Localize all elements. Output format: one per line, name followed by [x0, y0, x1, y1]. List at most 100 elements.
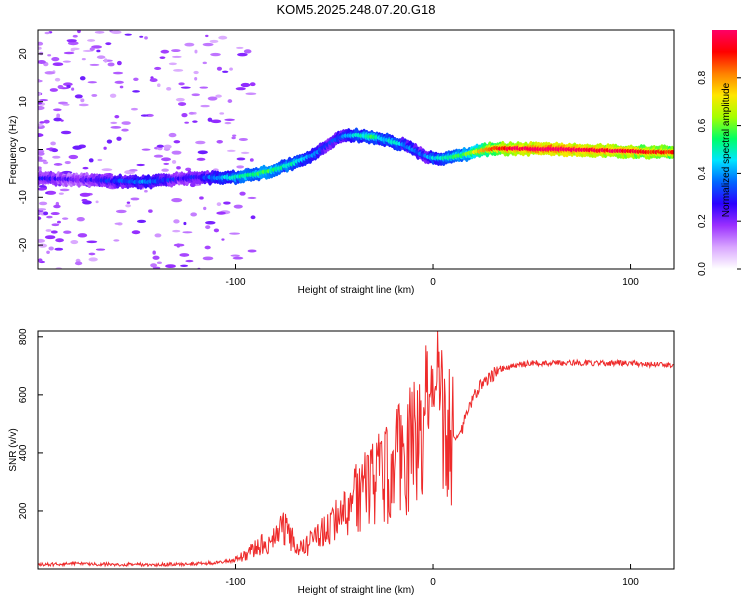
spectrogram-noise-blob [42, 161, 49, 165]
spectrogram-noise-blob [58, 192, 64, 195]
spectrogram-noise-blob [61, 170, 73, 175]
spectrogram-noise-blob [38, 105, 45, 111]
spectrogram-noise-blob [72, 34, 78, 38]
spectrogram-noise-blob [66, 39, 77, 43]
spectrogram-noise-blob [236, 46, 244, 49]
snr-x-ticks: -100 0 100 [226, 564, 639, 588]
spectrogram-noise-blob [156, 144, 164, 148]
snr-x-tick-label: 100 [622, 577, 639, 588]
spectrogram-noise-blob [95, 248, 106, 251]
spectrogram-noise-blob [141, 148, 151, 151]
spectrogram-noise-blob [38, 156, 43, 161]
spectrogram-noise-blob [70, 239, 79, 245]
spectrogram-noise-blob [46, 250, 50, 255]
spectrogram-noise-blob [184, 121, 189, 124]
spectrogram-noise-blob [53, 108, 62, 112]
spectrogram-y-tick-label: 10 [18, 96, 29, 108]
spectrogram-noise-blob [171, 159, 177, 164]
spectrogram-noise-blob [38, 92, 42, 96]
spectrogram-noise-blob [199, 196, 204, 200]
spectrogram-noise-blob [130, 197, 140, 201]
spectrogram-noise-blob [113, 239, 120, 242]
spectrogram-noise-blob [223, 201, 231, 205]
spectrogram-noise-blob [74, 94, 83, 99]
spectrogram-noise-blob [196, 157, 206, 161]
spectrogram-noise-blob [68, 154, 79, 160]
snr-y-ticks: 200 400 600 800 [18, 328, 43, 519]
spectrogram-noise-blob [221, 70, 229, 73]
spectrogram-noise-blob [125, 204, 132, 208]
spectrogram-noise-blob [62, 82, 73, 87]
spectrogram-noise-blob [116, 136, 122, 141]
spectrogram-noise-blob [38, 46, 42, 50]
spectrogram-noise-blob [105, 42, 112, 46]
spectrogram-noise-blob [48, 246, 54, 251]
spectrogram-noise-blob [195, 140, 206, 145]
colorbar-gradient [712, 30, 737, 269]
snr-y-tick-label: 200 [18, 502, 29, 519]
spectrogram-noise-blob [182, 231, 193, 234]
spectrogram-noise-blob [38, 99, 49, 102]
spectrogram-noise-blob [77, 30, 81, 34]
spectrogram-noise-blob [53, 204, 61, 209]
colorbar: 0.0 0.2 0.4 0.6 0.8 Normalized spectral ampl… [697, 30, 741, 276]
spectrogram-y-tick-label: -20 [18, 237, 29, 252]
spectrogram-noise-blob [62, 103, 70, 106]
spectrogram-noise-blob [243, 49, 252, 54]
spectrogram-noise-blob [188, 111, 195, 115]
spectrogram-noise-blob [119, 85, 124, 89]
spectrogram-noise-blob [129, 169, 138, 172]
spectrogram-noise-blob [43, 211, 49, 216]
spectrogram-noise-blob [47, 54, 52, 57]
spectrogram-noise-blob [104, 58, 108, 63]
spectrogram-noise-blob [183, 221, 187, 226]
spectrogram-y-label: Frequency (Hz) [8, 116, 19, 185]
spectrogram-noise-blob [89, 47, 95, 51]
spectrogram-noise-blob [49, 88, 58, 92]
spectrogram-noise-blob [87, 39, 96, 42]
spectrogram-noise-blob [180, 86, 191, 89]
spectrogram-noise-blob [116, 60, 122, 66]
spectrogram-noise-blob [60, 130, 72, 135]
spectrogram-noise-blob [202, 61, 207, 65]
spectrogram-noise-blob [230, 254, 240, 257]
spectrogram-noise-blob [139, 35, 144, 38]
spectrogram-noise-blob [173, 140, 181, 144]
spectrogram-noise-blob [144, 36, 148, 40]
spectrogram-noise-blob [194, 77, 198, 81]
spectrogram-noise-blob [111, 30, 122, 35]
spectrogram-noise-blob [175, 97, 185, 102]
spectrogram-noise-blob [115, 209, 127, 214]
colorbar-tick-label: 0.6 [697, 118, 708, 132]
spectrogram-noise-blob [106, 139, 113, 144]
spectrogram-noise-blob [165, 264, 176, 269]
spectrogram-noise-blob [160, 49, 170, 54]
snr-frame [37, 330, 675, 570]
spectrogram-noise-blob [153, 154, 164, 158]
spectrogram-noise-blob [70, 47, 80, 51]
spectrogram-noise-blob [38, 208, 47, 211]
spectrogram-noise-blob [82, 166, 89, 170]
spectrogram-noise-blob [43, 119, 50, 124]
spectrogram-noise-blob [202, 42, 214, 47]
spectrogram-noise-blob [45, 190, 57, 195]
spectrogram-noise-blob [88, 257, 98, 262]
spectrogram-noise-blob [172, 229, 181, 233]
spectrogram-noise-blob [103, 146, 107, 150]
spectrogram-noise-blob [176, 166, 181, 170]
spectrogram-noise-blob [250, 215, 256, 220]
spectrogram-noise-blob [207, 117, 213, 122]
spectrogram-noise-blob [216, 140, 223, 144]
spectrogram-noise-blob [44, 71, 55, 75]
spectrogram-noise-blob [62, 60, 72, 63]
spectrogram-noise-blob [79, 76, 86, 81]
spectrogram-noise-blob [86, 240, 98, 244]
spectrogram-noise-blob [236, 157, 246, 161]
spectrogram-noise-blob [132, 90, 140, 93]
spectrogram-noise-blob [218, 35, 228, 40]
snr-y-label: SNR (v/v) [8, 428, 19, 471]
spectrogram-noise-blob [224, 118, 235, 121]
spectrogram-noise-blob [72, 145, 83, 150]
